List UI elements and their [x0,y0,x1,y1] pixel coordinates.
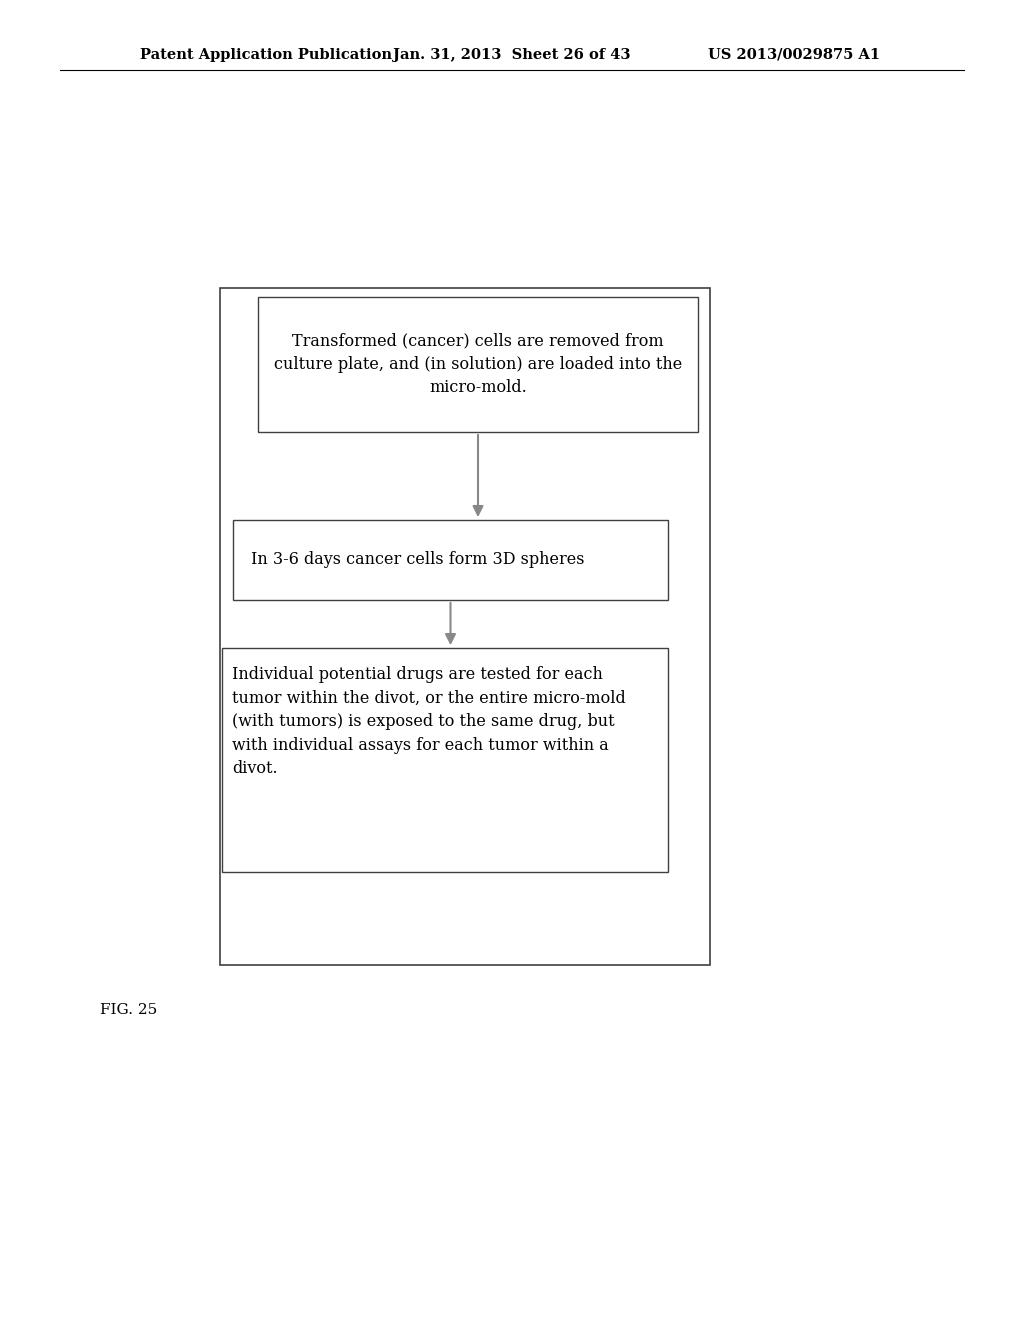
Text: In 3-6 days cancer cells form 3D spheres: In 3-6 days cancer cells form 3D spheres [251,552,585,569]
Text: US 2013/0029875 A1: US 2013/0029875 A1 [708,48,880,62]
Bar [233,520,668,601]
Text: Individual potential drugs are tested for each
tumor within the divot, or the en: Individual potential drugs are tested fo… [232,667,626,777]
Text: FIG. 25: FIG. 25 [100,1003,158,1016]
Bar [258,297,698,432]
Bar [222,648,668,873]
Bar [220,288,710,965]
Text: Transformed (cancer) cells are removed from
culture plate, and (in solution) are: Transformed (cancer) cells are removed f… [273,333,682,396]
Text: Patent Application Publication: Patent Application Publication [140,48,392,62]
Text: Jan. 31, 2013  Sheet 26 of 43: Jan. 31, 2013 Sheet 26 of 43 [393,48,631,62]
